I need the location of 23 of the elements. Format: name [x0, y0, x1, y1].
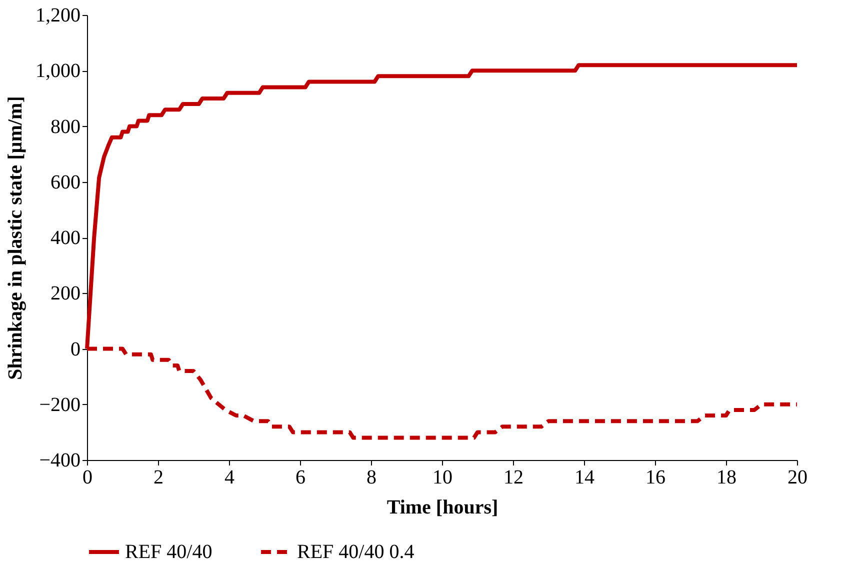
y-tick-label: −400 [39, 450, 80, 472]
x-tick-label: 14 [574, 466, 594, 488]
y-tick-label: 200 [50, 282, 80, 305]
y-tick-label: 1,000 [36, 60, 80, 82]
y-tick-label: 400 [50, 227, 80, 249]
y-tick-label: 1,200 [36, 4, 80, 26]
x-tick-label: 16 [646, 466, 666, 488]
x-tick-label: 12 [504, 466, 524, 488]
y-tick-label: 800 [50, 116, 80, 138]
y-tick-label: 0 [70, 338, 80, 360]
y-axis-title: Shrinkage in plastic state [µm/m] [4, 96, 26, 380]
x-tick-label: 2 [154, 466, 164, 488]
legend-label: REF 40/40 0.4 [297, 541, 414, 563]
y-tick-label: −200 [39, 394, 80, 416]
legend-label: REF 40/40 [125, 541, 212, 563]
x-tick-label: 4 [224, 466, 234, 488]
x-axis-title: Time [hours] [386, 496, 498, 518]
x-tick-label: 8 [366, 466, 376, 488]
x-tick-label: 10 [432, 466, 452, 488]
x-tick-label: 6 [296, 466, 306, 488]
y-tick-label: 600 [50, 171, 80, 194]
x-tick-label: 20 [788, 466, 808, 488]
x-tick-label: 18 [716, 466, 736, 488]
